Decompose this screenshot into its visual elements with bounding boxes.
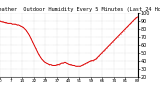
Title: Milwaukee Weather  Outdoor Humidity Every 5 Minutes (Last 24 Hours): Milwaukee Weather Outdoor Humidity Every…	[0, 7, 160, 12]
